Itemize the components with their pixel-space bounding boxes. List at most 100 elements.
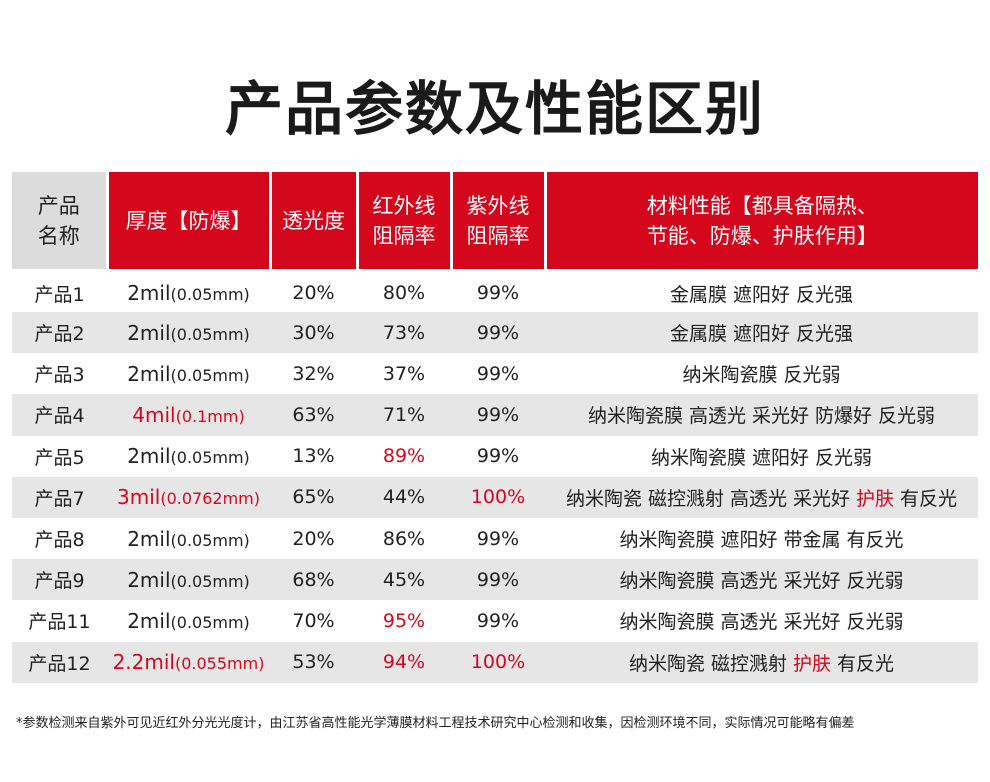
performance-tag: 纳米陶瓷膜 <box>587 405 683 428</box>
thickness-cell: 2mil(0.05mm) <box>107 269 270 312</box>
performance-cell: 纳米陶瓷膜 高透光 采光好 反光弱 <box>545 600 978 642</box>
thickness-mil: 3mil <box>117 485 161 510</box>
performance-tag: 金属膜 <box>669 323 727 346</box>
ir-rejection-cell: 86% <box>357 517 451 560</box>
uv-rejection-cell: 99% <box>451 600 545 642</box>
product-spec-table: 产品 名称 厚度【防爆】 透光度 红外线 阻隔率 紫外线 阻隔率 材料性能【都具备隔热、 … <box>12 172 978 683</box>
performance-cell: 纳米陶瓷 磁控溅射 护肤 有反光 <box>545 641 978 683</box>
product-name-cell: 产品1 <box>12 269 107 312</box>
uv-rejection-cell: 99% <box>451 312 545 354</box>
transmittance-cell: 20% <box>270 517 357 560</box>
ir-rejection-cell: 95% <box>357 600 451 642</box>
product-name-cell: 产品9 <box>12 559 107 601</box>
performance-tag: 采光好 <box>783 611 841 634</box>
ir-rejection-cell: 71% <box>357 394 451 436</box>
ir-rejection-cell: 73% <box>357 312 451 354</box>
thickness-mm: (0.05mm) <box>170 285 250 304</box>
performance-cell: 纳米陶瓷膜 遮阳好 带金属 有反光 <box>545 517 978 560</box>
performance-cell: 金属膜 遮阳好 反光强 <box>545 269 978 312</box>
uv-rejection-cell: 99% <box>451 353 545 395</box>
transmittance-cell: 32% <box>270 353 357 395</box>
performance-tag: 金属膜 <box>669 283 727 306</box>
thickness-mil: 2mil <box>127 320 171 345</box>
transmittance-cell: 63% <box>270 394 357 436</box>
product-name-cell: 产品8 <box>12 517 107 560</box>
performance-tag: 反光弱 <box>846 611 904 634</box>
column-header: 红外线 阻隔率 <box>357 172 453 269</box>
transmittance-cell: 70% <box>270 600 357 642</box>
performance-tag: 采光好 <box>793 487 851 510</box>
table-row: 产品2 2mil(0.05mm) 30% 73% 99% 金属膜 遮阳好 反光强 <box>12 312 978 354</box>
table-header-row: 产品 名称 厚度【防爆】 透光度 红外线 阻隔率 紫外线 阻隔率 材料性能【都具备隔热、 … <box>12 172 978 269</box>
performance-cell: 纳米陶瓷膜 高透光 采光好 反光弱 <box>545 559 978 601</box>
product-name-cell: 产品7 <box>12 476 107 518</box>
performance-cell: 纳米陶瓷膜 反光弱 <box>545 353 978 395</box>
performance-tag: 反光弱 <box>783 364 841 387</box>
uv-rejection-cell: 99% <box>451 559 545 601</box>
performance-tag: 高透光 <box>720 611 778 634</box>
thickness-mil: 4mil <box>132 402 176 427</box>
uv-rejection-cell: 99% <box>451 394 545 436</box>
table-row: 产品4 4mil(0.1mm) 63% 71% 99% 纳米陶瓷膜 高透光 采光好 防爆好 反光弱 <box>12 394 978 436</box>
performance-tag: 纳米陶瓷膜 <box>650 446 746 469</box>
uv-rejection-cell: 99% <box>451 269 545 312</box>
thickness-mil: 2mil <box>127 361 171 386</box>
performance-tag: 反光强 <box>796 283 854 306</box>
performance-cell: 纳米陶瓷 磁控溅射 高透光 采光好 护肤 有反光 <box>545 476 978 518</box>
ir-rejection-cell: 89% <box>357 435 451 477</box>
ir-rejection-cell: 94% <box>357 641 451 683</box>
thickness-cell: 4mil(0.1mm) <box>107 394 270 436</box>
performance-tag: 磁控溅射 <box>647 487 724 510</box>
performance-tag: 反光强 <box>796 323 854 346</box>
performance-tag: 高透光 <box>688 405 746 428</box>
performance-tag: 有反光 <box>837 652 895 675</box>
table-row: 产品12 2.2mil(0.055mm) 53% 94% 100% 纳米陶瓷 磁控溅射 护肤有… <box>12 641 978 683</box>
product-name-cell: 产品12 <box>12 641 107 683</box>
performance-tag: 带金属 <box>783 529 841 552</box>
performance-tag: 纳米陶瓷膜 <box>619 611 715 634</box>
thickness-mil: 2mil <box>127 567 171 592</box>
thickness-mm: (0.05mm) <box>170 612 250 632</box>
performance-tag: 护肤 <box>856 487 895 510</box>
column-header: 透光度 <box>270 172 359 269</box>
table-row: 产品11 2mil(0.05mm) 70% 95% 99% 纳米陶瓷膜 高透光 采光好 反光弱 <box>12 600 978 642</box>
product-name-cell: 产品2 <box>12 312 107 354</box>
thickness-mm: (0.05mm) <box>170 530 250 550</box>
transmittance-cell: 65% <box>270 476 357 518</box>
thickness-mm: (0.0762mm) <box>160 489 260 509</box>
thickness-cell: 2mil(0.05mm) <box>107 353 270 395</box>
thickness-cell: 2mil(0.05mm) <box>107 559 270 601</box>
performance-tag: 遮阳好 <box>732 283 790 306</box>
thickness-cell: 2mil(0.05mm) <box>107 600 270 642</box>
thickness-mil: 2mil <box>127 526 171 551</box>
performance-tag: 采光好 <box>783 570 841 593</box>
performance-tag: 纳米陶瓷 <box>628 652 705 675</box>
transmittance-cell: 30% <box>270 312 357 354</box>
table-row: 产品7 3mil(0.0762mm) 65% 44% 100% 纳米陶瓷 磁控溅射 高透光 采光… <box>12 476 978 518</box>
thickness-mm: (0.05mm) <box>170 365 250 385</box>
table-row: 产品3 2mil(0.05mm) 32% 37% 99% 纳米陶瓷膜 反光弱 <box>12 353 978 395</box>
transmittance-cell: 53% <box>270 641 357 683</box>
performance-tag: 护肤 <box>793 652 832 675</box>
performance-tag: 防爆好 <box>815 405 873 428</box>
product-name-cell: 产品3 <box>12 353 107 395</box>
thickness-cell: 2mil(0.05mm) <box>107 312 270 354</box>
page-title: 产品参数及性能区别 <box>224 75 765 143</box>
thickness-mm: (0.05mm) <box>170 571 250 591</box>
performance-tag: 反光弱 <box>815 446 873 469</box>
thickness-cell: 2mil(0.05mm) <box>107 517 270 560</box>
thickness-mm: (0.1mm) <box>175 406 245 426</box>
table-row: 产品8 2mil(0.05mm) 20% 86% 99% 纳米陶瓷膜 遮阳好 带金属 有反光 <box>12 517 978 560</box>
performance-tag: 高透光 <box>729 487 787 510</box>
uv-rejection-cell: 100% <box>451 476 545 518</box>
performance-tag: 反光弱 <box>846 570 904 593</box>
thickness-cell: 2.2mil(0.055mm) <box>107 641 270 683</box>
product-name-cell: 产品11 <box>12 600 107 642</box>
column-header: 紫外线 阻隔率 <box>451 172 547 269</box>
table-row: 产品5 2mil(0.05mm) 13% 89% 99% 纳米陶瓷膜 遮阳好 反光弱 <box>12 435 978 477</box>
thickness-mm: (0.055mm) <box>174 654 265 674</box>
ir-rejection-cell: 80% <box>357 269 451 312</box>
performance-tag: 遮阳好 <box>720 529 778 552</box>
uv-rejection-cell: 100% <box>451 641 545 683</box>
footnote: *参数检测来自紫外可见近红外分光光度计，由江苏省高性能光学薄膜材料工程技术研究中… <box>16 716 855 731</box>
